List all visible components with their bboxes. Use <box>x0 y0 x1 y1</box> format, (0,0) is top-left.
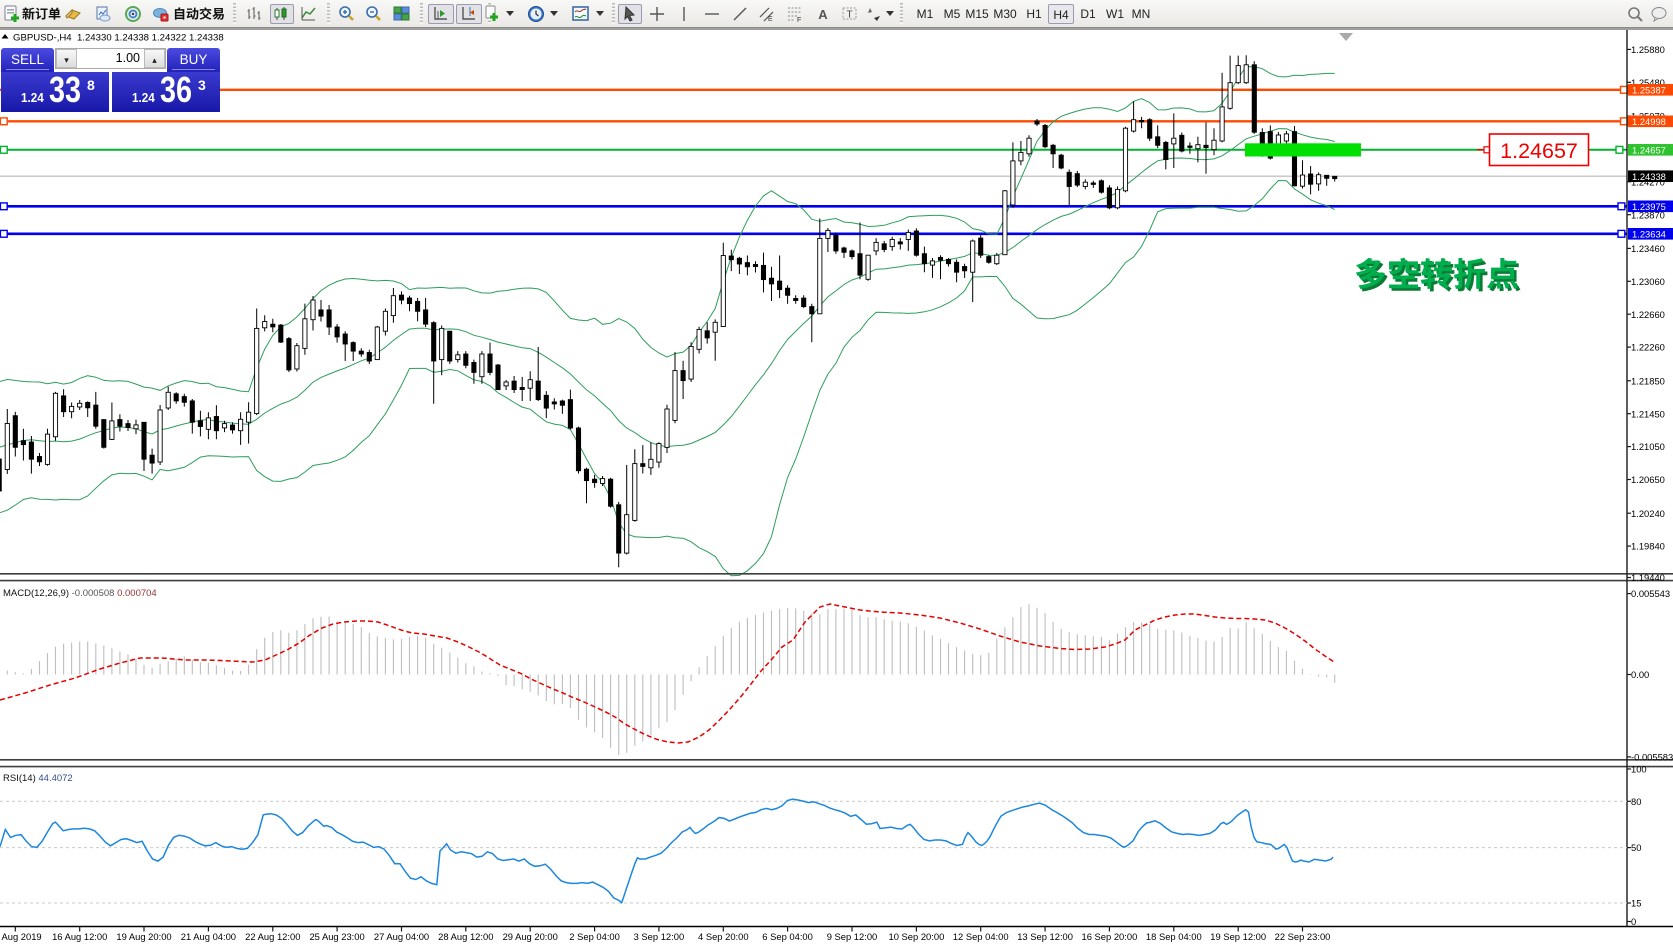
svg-text:22 Aug 12:00: 22 Aug 12:00 <box>245 931 300 942</box>
svg-text:0: 0 <box>1631 916 1636 927</box>
svg-text:F: F <box>797 17 801 23</box>
svg-text:1.23870: 1.23870 <box>1631 209 1665 220</box>
svg-text:1.21450: 1.21450 <box>1631 408 1665 419</box>
svg-text:1.24657: 1.24657 <box>1632 145 1666 156</box>
svg-text:19 Sep 12:00: 19 Sep 12:00 <box>1210 931 1266 942</box>
svg-text:16 Aug 12:00: 16 Aug 12:00 <box>52 931 107 942</box>
svg-text:3 Sep 12:00: 3 Sep 12:00 <box>634 931 685 942</box>
svg-text:1.25387: 1.25387 <box>1632 85 1666 96</box>
svg-text:1.23060: 1.23060 <box>1631 276 1665 287</box>
svg-text:-0.005583: -0.005583 <box>1631 752 1673 763</box>
svg-text:0.005543: 0.005543 <box>1631 588 1670 599</box>
svg-text:10 Sep 20:00: 10 Sep 20:00 <box>889 931 945 942</box>
svg-text:1.24657: 1.24657 <box>1500 139 1578 163</box>
svg-text:100: 100 <box>1631 764 1647 775</box>
svg-text:1.23460: 1.23460 <box>1631 243 1665 254</box>
svg-text:1.25880: 1.25880 <box>1631 44 1665 55</box>
svg-text:MACD(12,26,9) -0.000508 0.0007: MACD(12,26,9) -0.000508 0.000704 <box>3 588 157 599</box>
svg-text:1.24338: 1.24338 <box>1632 171 1666 182</box>
svg-text:28 Aug 12:00: 28 Aug 12:00 <box>438 931 493 942</box>
svg-text:T: T <box>847 10 853 21</box>
svg-text:29 Aug 20:00: 29 Aug 20:00 <box>503 931 558 942</box>
svg-text:1.22660: 1.22660 <box>1631 309 1665 320</box>
svg-text:80: 80 <box>1631 796 1641 807</box>
svg-text:1.21850: 1.21850 <box>1631 375 1665 386</box>
svg-text:9 Sep 12:00: 9 Sep 12:00 <box>827 931 878 942</box>
svg-text:1.21050: 1.21050 <box>1631 441 1665 452</box>
svg-text:19 Aug 20:00: 19 Aug 20:00 <box>116 931 171 942</box>
svg-text:1.20650: 1.20650 <box>1631 474 1665 485</box>
svg-text:21 Aug 04:00: 21 Aug 04:00 <box>181 931 236 942</box>
svg-text:1.19840: 1.19840 <box>1631 541 1665 552</box>
svg-text:13 Sep 12:00: 13 Sep 12:00 <box>1017 931 1073 942</box>
svg-text:1.25480: 1.25480 <box>1631 77 1665 88</box>
svg-text:50: 50 <box>1631 842 1641 853</box>
svg-text:RSI(14) 44.4072: RSI(14) 44.4072 <box>3 773 73 784</box>
svg-text:15 Aug 2019: 15 Aug 2019 <box>0 931 42 942</box>
svg-text:22 Sep 23:00: 22 Sep 23:00 <box>1275 931 1331 942</box>
svg-text:E: E <box>768 16 773 23</box>
svg-text:12 Sep 04:00: 12 Sep 04:00 <box>953 931 1009 942</box>
svg-text:4 Sep 20:00: 4 Sep 20:00 <box>698 931 749 942</box>
svg-text:27 Aug 04:00: 27 Aug 04:00 <box>374 931 429 942</box>
svg-text:6 Sep 04:00: 6 Sep 04:00 <box>762 931 813 942</box>
svg-text:1.23975: 1.23975 <box>1632 201 1666 212</box>
svg-text:18 Sep 04:00: 18 Sep 04:00 <box>1146 931 1202 942</box>
svg-text:1.22260: 1.22260 <box>1631 342 1665 353</box>
svg-text:0.00: 0.00 <box>1631 669 1649 680</box>
svg-text:15: 15 <box>1631 898 1641 909</box>
svg-text:25 Aug 23:00: 25 Aug 23:00 <box>309 931 364 942</box>
svg-text:GBPUSD-,H4 1.24330 1.24338 1.: GBPUSD-,H4 1.24330 1.24338 1.24322 1.243… <box>13 33 224 44</box>
svg-text:16 Sep 20:00: 16 Sep 20:00 <box>1082 931 1138 942</box>
svg-text:2 Sep 04:00: 2 Sep 04:00 <box>569 931 620 942</box>
svg-text:1.23634: 1.23634 <box>1632 229 1666 240</box>
svg-text:1.20240: 1.20240 <box>1631 508 1665 519</box>
svg-text:1.24998: 1.24998 <box>1632 116 1666 127</box>
svg-text:1.19440: 1.19440 <box>1631 572 1665 583</box>
